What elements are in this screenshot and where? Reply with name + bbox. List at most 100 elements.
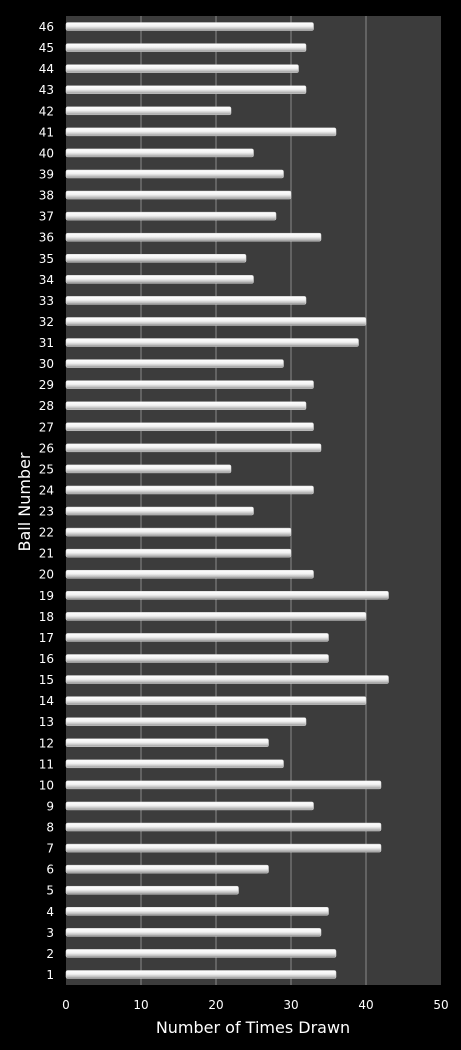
y-tick-label: 35: [39, 252, 54, 266]
y-tick-label: 18: [39, 610, 54, 624]
bar-ball-44: [65, 64, 299, 73]
y-tick-label: 2: [46, 947, 54, 961]
y-tick-label: 7: [46, 842, 54, 856]
y-tick-label: 36: [39, 231, 54, 245]
y-tick-label: 6: [46, 863, 54, 877]
y-tick-label: 10: [39, 778, 54, 792]
y-tick-label: 24: [39, 483, 54, 497]
y-tick-label: 31: [39, 336, 54, 350]
bar-ball-19: [65, 591, 389, 600]
bar-ball-41: [65, 127, 337, 137]
bar-ball-18: [65, 612, 367, 621]
y-tick-label: 17: [39, 631, 54, 645]
bar-ball-23: [65, 506, 254, 516]
y-tick-label: 30: [39, 357, 54, 371]
bar-ball-46: [65, 22, 314, 31]
y-tick-label: 28: [39, 399, 54, 413]
plot-area: [66, 16, 441, 985]
y-tick-label: 23: [39, 505, 54, 519]
bar-ball-43: [65, 85, 307, 94]
y-tick-label: 25: [39, 462, 54, 476]
y-axis-title: Ball Number: [15, 452, 34, 551]
x-tick-label: 30: [283, 998, 298, 1012]
bar-ball-26: [65, 443, 322, 453]
y-tick-label: 20: [39, 568, 54, 582]
bar-ball-9: [65, 801, 314, 811]
bar-ball-1: [65, 970, 337, 979]
y-tick-label: 5: [46, 884, 54, 898]
bar-ball-32: [65, 317, 367, 326]
y-tick-label: 39: [39, 167, 54, 181]
bar-ball-45: [65, 43, 307, 52]
y-tick-label: 11: [39, 757, 54, 771]
bar-ball-12: [65, 738, 269, 747]
y-tick-label: 1: [46, 968, 54, 982]
bar-ball-35: [65, 254, 247, 263]
y-tick-label: 9: [46, 799, 54, 813]
bar-ball-22: [65, 527, 292, 537]
bar-ball-3: [65, 928, 322, 937]
x-tick-label: 40: [358, 998, 373, 1012]
y-tick-label: 8: [46, 821, 54, 835]
bar-ball-21: [65, 548, 292, 558]
y-tick-label: 34: [39, 273, 54, 287]
y-tick-label: 45: [39, 41, 54, 55]
bar-ball-27: [65, 422, 314, 432]
bar-ball-8: [65, 822, 382, 832]
y-tick-label: 14: [39, 694, 54, 708]
y-tick-label: 15: [39, 673, 54, 687]
bar-ball-31: [65, 338, 359, 347]
bar-ball-37: [65, 211, 277, 221]
bar-ball-40: [65, 148, 254, 158]
x-tick-label: 10: [133, 998, 148, 1012]
x-tick-labels: 0 10 20 30 40 50: [62, 998, 448, 1012]
bar-ball-42: [65, 106, 232, 116]
y-tick-label: 12: [39, 736, 54, 750]
bar-ball-5: [65, 885, 239, 895]
y-tick-label: 33: [39, 294, 54, 308]
bars: [65, 22, 389, 979]
bar-ball-16: [65, 654, 329, 663]
bar-ball-20: [65, 569, 314, 579]
bar-ball-34: [65, 275, 254, 284]
x-tick-label: 20: [208, 998, 223, 1012]
bar-ball-4: [65, 907, 329, 916]
y-tick-label: 16: [39, 652, 54, 666]
bar-ball-6: [65, 864, 269, 874]
bar-ball-25: [65, 464, 232, 474]
y-tick-label: 46: [39, 20, 54, 34]
y-tick-label: 13: [39, 715, 54, 729]
bar-ball-39: [65, 169, 284, 179]
y-tick-label: 19: [39, 589, 54, 603]
x-tick-label: 0: [62, 998, 70, 1012]
y-tick-label: 43: [39, 83, 54, 97]
bar-ball-7: [65, 843, 382, 853]
bar-ball-14: [65, 696, 367, 705]
y-tick-label: 37: [39, 210, 54, 224]
bar-ball-38: [65, 190, 292, 200]
y-tick-label: 4: [46, 905, 54, 919]
y-tick-label: 26: [39, 441, 54, 455]
y-tick-label: 38: [39, 189, 54, 203]
y-tick-label: 44: [39, 62, 54, 76]
bar-ball-30: [65, 359, 284, 368]
y-tick-label: 32: [39, 315, 54, 329]
bar-ball-28: [65, 401, 307, 410]
bar-ball-33: [65, 296, 307, 305]
bar-ball-11: [65, 759, 284, 769]
x-axis-title: Number of Times Drawn: [156, 1018, 350, 1037]
bar-ball-13: [65, 717, 307, 726]
bar-ball-24: [65, 485, 314, 495]
y-tick-label: 21: [39, 547, 54, 561]
bar-ball-2: [65, 949, 337, 958]
y-tick-label: 40: [39, 146, 54, 160]
y-tick-label: 29: [39, 378, 54, 392]
bar-ball-17: [65, 633, 329, 642]
y-tick-label: 42: [39, 104, 54, 118]
y-tick-label: 27: [39, 420, 54, 434]
bar-ball-10: [65, 780, 382, 790]
bar-ball-29: [65, 380, 314, 389]
y-tick-label: 22: [39, 526, 54, 540]
y-tick-label: 3: [46, 926, 54, 940]
y-tick-labels: 1234567891011121314151617181920212223242…: [39, 20, 54, 982]
